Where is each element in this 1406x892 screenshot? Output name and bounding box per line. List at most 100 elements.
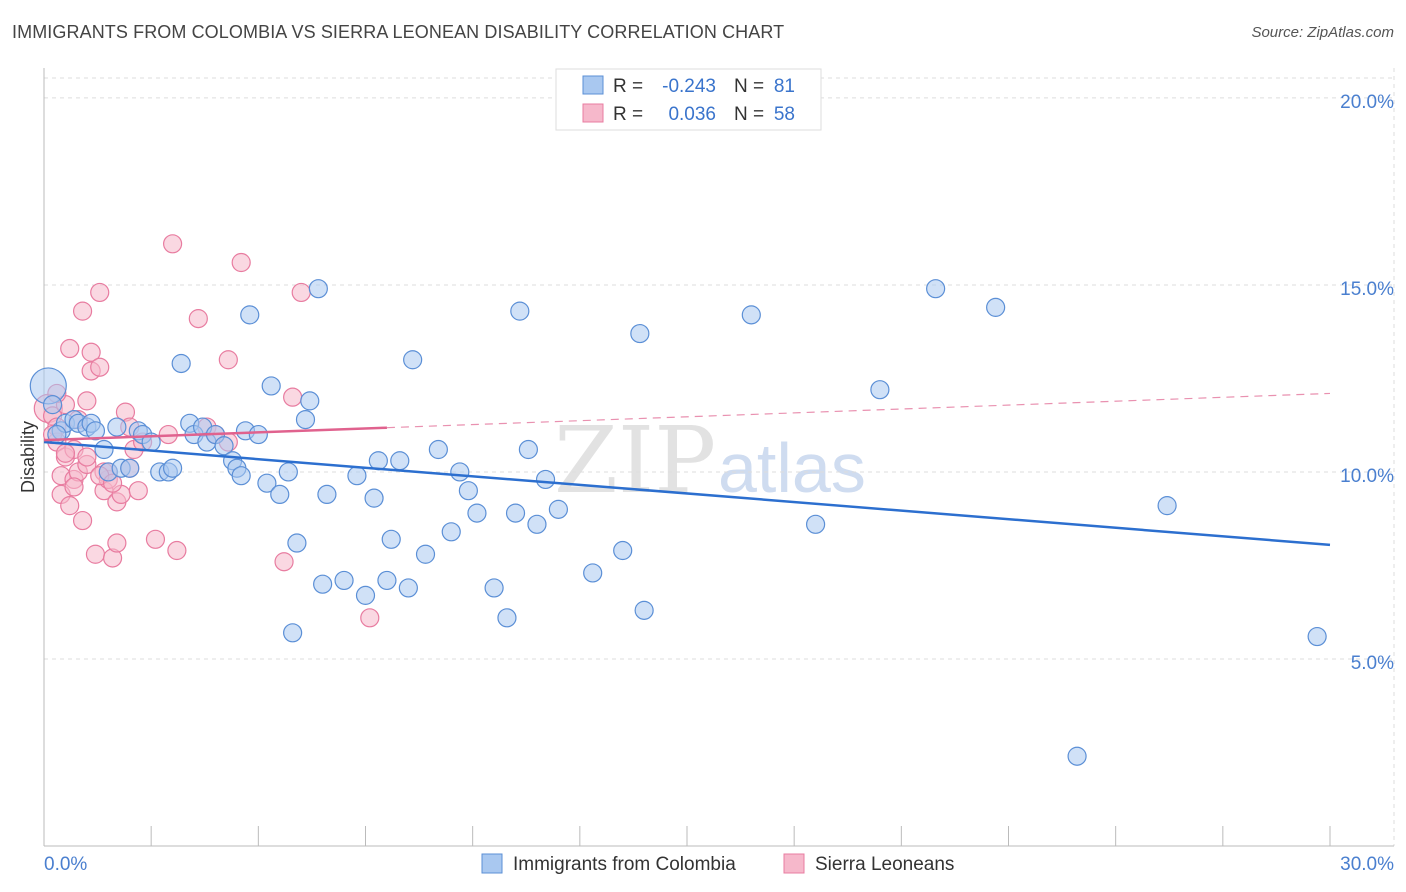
sierra-leonean-point (72, 510, 93, 531)
sierra-leonean-point (55, 443, 76, 463)
sierra-leonean-trend-line-dashed (386, 392, 1331, 429)
sierra-leonean-point (90, 282, 110, 303)
colombia-point (441, 522, 461, 542)
colombia-point (107, 417, 127, 437)
y-tick-label: 15.0% (1340, 279, 1394, 300)
colombia-point (458, 481, 478, 501)
sierra-leonean-point (64, 477, 84, 497)
colombia-point (926, 279, 946, 299)
colombia-point (484, 578, 504, 598)
y-axis-label: Disability (18, 421, 38, 493)
x-tick-labels: 0.0% 30.0% (44, 854, 1394, 875)
colombia-point (510, 301, 530, 321)
tick-layer (43, 826, 1331, 846)
colombia-point (1067, 746, 1087, 766)
sierra-leonean-point (85, 544, 106, 564)
sierra-leonean-point (274, 552, 294, 572)
colombia-point (1307, 626, 1327, 647)
colombia-point (497, 608, 517, 628)
series-colombia-points (29, 279, 1327, 766)
colombia-point (518, 439, 538, 460)
sierra-leonean-trend-line (43, 426, 387, 442)
colombia-point (347, 466, 367, 486)
colombia-point (1157, 496, 1177, 516)
colombia-point (583, 563, 603, 583)
colombia-point (415, 544, 436, 564)
colombia-point (85, 421, 106, 441)
colombia-point (613, 540, 633, 561)
sierra-leonean-point (218, 350, 238, 370)
sierra-leonean-point (60, 338, 80, 359)
colombia-point (270, 484, 290, 505)
colombia-point (283, 623, 303, 643)
colombia-point (986, 297, 1006, 317)
sierra-leonean-point (360, 608, 380, 628)
bottom-legend-label-sierra-leoneans: Sierra Leoneans (815, 854, 954, 875)
colombia-point (805, 514, 826, 534)
y-tick-label: 10.0% (1340, 466, 1394, 487)
legend-r-value-colombia: -0.243 (662, 76, 716, 97)
legend-n-label-sierra-leoneans: N = (734, 104, 764, 125)
watermark-zip: ZIP (554, 407, 716, 514)
colombia-point (870, 380, 890, 400)
y-tick-label: 5.0% (1351, 653, 1394, 674)
legend-swatch-colombia (582, 75, 604, 95)
sierra-leonean-point (77, 447, 97, 467)
x-tick-label: 0.0% (44, 854, 87, 875)
top-legend: R = -0.243 N = 81 R = 0.036 N = 58 (555, 68, 822, 131)
watermark-atlas: atlas (718, 429, 866, 507)
sierra-leonean-point (72, 301, 93, 321)
colombia-point (355, 585, 376, 605)
bottom-legend-swatch-colombia (481, 853, 503, 874)
sierra-leonean-point (81, 342, 101, 362)
colombia-point (467, 503, 487, 523)
colombia-point (630, 323, 650, 344)
sierra-leonean-point (163, 234, 183, 254)
colombia-point (535, 469, 556, 490)
sierra-leonean-point (283, 387, 303, 407)
legend-r-value-sierra-leoneans: 0.036 (668, 104, 716, 125)
colombia-point (398, 578, 418, 598)
colombia-point (317, 484, 337, 505)
colombia-point (295, 409, 316, 430)
colombia-point (248, 424, 268, 445)
colombia-point (94, 439, 114, 460)
sierra-leonean-point (291, 282, 311, 303)
colombia-point (403, 350, 423, 370)
legend-n-value-colombia: 81 (774, 76, 795, 97)
y-tick-labels: 5.0% 10.0% 15.0% 20.0% (1340, 92, 1394, 674)
colombia-point (287, 533, 307, 553)
colombia-point (240, 305, 260, 325)
colombia-point (120, 458, 140, 478)
colombia-point (377, 570, 397, 591)
colombia-point (741, 305, 761, 325)
watermark: ZIP atlas (554, 407, 866, 514)
colombia-point (381, 529, 401, 549)
chart-source: Source: ZipAtlas.com (1251, 24, 1394, 41)
y-tick-label: 20.0% (1340, 92, 1394, 113)
legend-n-label-colombia: N = (734, 76, 764, 97)
trend-layer (43, 392, 1331, 547)
colombia-point (308, 279, 328, 299)
sierra-leonean-point (128, 481, 148, 501)
bottom-legend-label-colombia: Immigrants from Colombia (513, 854, 736, 875)
sierra-leonean-point (231, 252, 251, 273)
colombia-point (334, 570, 354, 591)
legend-r-label-sierra-leoneans: R = (613, 104, 643, 125)
colombia-point (428, 439, 448, 460)
sierra-leonean-point (90, 357, 110, 377)
colombia-point (257, 473, 277, 493)
axis-layer (43, 68, 1394, 847)
colombia-point (300, 391, 320, 411)
colombia-point (390, 451, 410, 471)
sierra-leonean-point (167, 540, 187, 561)
colombia-point (364, 488, 384, 508)
colombia-point (214, 436, 234, 456)
sierra-leonean-point (107, 533, 127, 553)
bottom-legend: Immigrants from Colombia Sierra Leoneans (481, 853, 954, 875)
bottom-legend-swatch-sierra-leoneans (783, 853, 805, 874)
colombia-point (231, 466, 251, 486)
sierra-leonean-point (188, 309, 208, 329)
colombia-point (171, 353, 191, 374)
